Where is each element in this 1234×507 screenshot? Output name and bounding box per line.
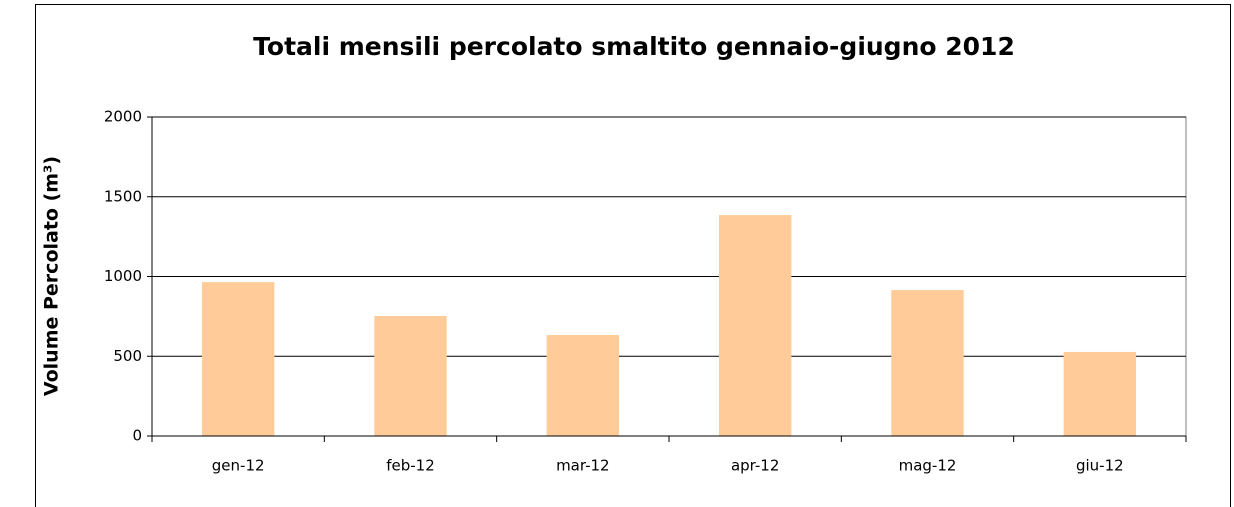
y-axis-label: Volume Percolato (m³) — [41, 156, 63, 396]
y-tick-label: 2000 — [104, 108, 142, 126]
y-tick-label: 500 — [113, 347, 142, 365]
chart-frame — [35, 4, 1231, 507]
chart-title: Totali mensili percolato smaltito gennai… — [253, 32, 1015, 61]
bar — [891, 290, 964, 436]
bar — [718, 215, 792, 436]
bar — [374, 316, 447, 436]
x-tick-label: feb-12 — [386, 457, 435, 475]
x-tick-label: apr-12 — [731, 457, 779, 475]
y-tick-label: 1500 — [104, 187, 142, 205]
x-tick-label: gen-12 — [212, 457, 265, 475]
bar — [546, 335, 620, 436]
y-tick-label: 1000 — [104, 267, 142, 285]
bar — [1063, 351, 1137, 436]
bar — [201, 282, 275, 436]
x-tick-label: mag-12 — [899, 457, 957, 475]
y-tick-label: 0 — [132, 427, 142, 445]
x-tick-label: mar-12 — [556, 457, 610, 475]
x-tick-label: giu-12 — [1076, 457, 1124, 475]
